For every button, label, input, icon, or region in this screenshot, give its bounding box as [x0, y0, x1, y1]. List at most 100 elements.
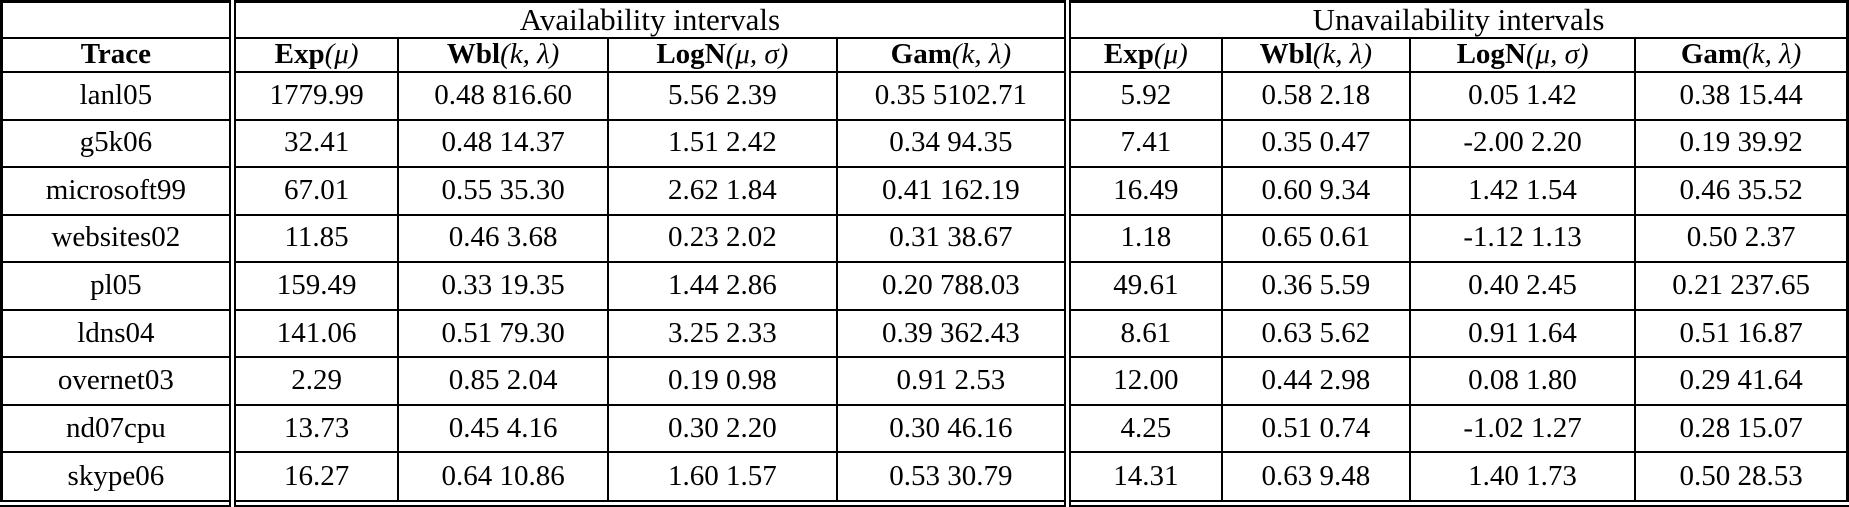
corner-cell — [0, 0, 234, 40]
value-cell: 1.40 1.73 — [1408, 451, 1637, 505]
value-cell: 0.46 3.68 — [397, 213, 609, 264]
value-cell: 0.45 4.16 — [397, 403, 609, 454]
value-cell: 0.20 788.03 — [835, 261, 1069, 311]
trace-cell: lanl05 — [0, 70, 234, 121]
column-header-exp-availability: Exp(μ) — [228, 37, 400, 73]
value-cell: -1.12 1.13 — [1408, 213, 1637, 264]
value-cell: 0.19 0.98 — [606, 356, 838, 406]
value-cell: 0.30 46.16 — [835, 403, 1069, 454]
value-cell: 0.60 9.34 — [1220, 166, 1411, 216]
dist-name: Wbl — [1259, 38, 1313, 71]
dist-args: (μ, σ) — [1525, 38, 1589, 71]
value-cell: 0.85 2.04 — [397, 356, 609, 406]
column-header-logn-unavailability: LogN(μ, σ) — [1408, 37, 1637, 73]
value-cell: -1.02 1.27 — [1408, 403, 1637, 454]
value-cell: 1779.99 — [228, 70, 400, 121]
value-cell: 14.31 — [1064, 451, 1223, 505]
value-cell: 3.25 2.33 — [606, 308, 838, 359]
trace-cell: overnet03 — [0, 356, 234, 406]
value-cell: 0.50 2.37 — [1634, 213, 1849, 264]
value-cell: 0.48 14.37 — [397, 118, 609, 169]
value-cell: 0.34 94.35 — [835, 118, 1069, 169]
value-cell: 5.92 — [1064, 70, 1223, 121]
value-cell: 0.48 816.60 — [397, 70, 609, 121]
trace-cell: ldns04 — [0, 308, 234, 359]
dist-args: (μ, σ) — [725, 38, 789, 71]
table-row: lanl05 1779.99 0.48 816.60 5.56 2.39 0.35 51… — [0, 70, 1849, 121]
table-row: overnet03 2.29 0.85 2.04 0.19 0.98 0.91 2.53… — [0, 356, 1849, 406]
value-cell: 0.58 2.18 — [1220, 70, 1411, 121]
value-cell: 12.00 — [1064, 356, 1223, 406]
value-cell: 0.35 5102.71 — [835, 70, 1069, 121]
value-cell: 0.51 0.74 — [1220, 403, 1411, 454]
column-header-logn-availability: LogN(μ, σ) — [606, 37, 838, 73]
table-row: g5k06 32.41 0.48 14.37 1.51 2.42 0.34 94.35 7… — [0, 118, 1849, 169]
value-cell: 11.85 — [228, 213, 400, 264]
dist-name: LogN — [1456, 38, 1526, 71]
column-header-wbl-availability: Wbl(k, λ) — [397, 37, 609, 73]
value-cell: 0.05 1.42 — [1408, 70, 1637, 121]
value-cell: 4.25 — [1064, 403, 1223, 454]
value-cell: 0.21 237.65 — [1634, 261, 1849, 311]
value-cell: -2.00 2.20 — [1408, 118, 1637, 169]
value-cell: 0.19 39.92 — [1634, 118, 1849, 169]
value-cell: 0.40 2.45 — [1408, 261, 1637, 311]
dist-name: Exp — [274, 38, 325, 71]
value-cell: 0.41 162.19 — [835, 166, 1069, 216]
column-header-gam-unavailability: Gam(k, λ) — [1634, 37, 1849, 73]
value-cell: 2.29 — [228, 356, 400, 406]
value-cell: 1.42 1.54 — [1408, 166, 1637, 216]
value-cell: 0.23 2.02 — [606, 213, 838, 264]
value-cell: 0.39 362.43 — [835, 308, 1069, 359]
value-cell: 0.30 2.20 — [606, 403, 838, 454]
group-header-row: Availability intervals Unavailability in… — [0, 0, 1849, 40]
value-cell: 1.44 2.86 — [606, 261, 838, 311]
group-header-unavailability: Unavailability intervals — [1064, 0, 1849, 40]
value-cell: 0.55 35.30 — [397, 166, 609, 216]
dist-args: (k, λ) — [1312, 38, 1373, 71]
value-cell: 0.08 1.80 — [1408, 356, 1637, 406]
trace-cell: nd07cpu — [0, 403, 234, 454]
value-cell: 0.28 15.07 — [1634, 403, 1849, 454]
value-cell: 0.44 2.98 — [1220, 356, 1411, 406]
value-cell: 0.53 30.79 — [835, 451, 1069, 505]
value-cell: 0.36 5.59 — [1220, 261, 1411, 311]
value-cell: 13.73 — [228, 403, 400, 454]
trace-cell: microsoft99 — [0, 166, 234, 216]
value-cell: 0.63 9.48 — [1220, 451, 1411, 505]
dist-args: (μ) — [1153, 38, 1188, 71]
dist-name: Wbl — [446, 38, 501, 71]
dist-name: LogN — [656, 38, 726, 71]
table-row: nd07cpu 13.73 0.45 4.16 0.30 2.20 0.30 46.16… — [0, 403, 1849, 454]
value-cell: 141.06 — [228, 308, 400, 359]
column-header-gam-availability: Gam(k, λ) — [835, 37, 1069, 73]
value-cell: 0.91 1.64 — [1408, 308, 1637, 359]
value-cell: 1.51 2.42 — [606, 118, 838, 169]
dist-args: (k, λ) — [500, 38, 560, 71]
value-cell: 0.29 41.64 — [1634, 356, 1849, 406]
value-cell: 32.41 — [228, 118, 400, 169]
value-cell: 49.61 — [1064, 261, 1223, 311]
table-row: websites02 11.85 0.46 3.68 0.23 2.02 0.31 38… — [0, 213, 1849, 264]
dist-args: (μ) — [324, 38, 359, 71]
value-cell: 0.64 10.86 — [397, 451, 609, 505]
value-cell: 7.41 — [1064, 118, 1223, 169]
column-header-wbl-unavailability: Wbl(k, λ) — [1220, 37, 1411, 73]
value-cell: 0.51 16.87 — [1634, 308, 1849, 359]
trace-cell: skype06 — [0, 451, 234, 505]
dist-name: Gam — [1680, 38, 1743, 71]
value-cell: 16.49 — [1064, 166, 1223, 216]
table-row: pl05 159.49 0.33 19.35 1.44 2.86 0.20 788.03… — [0, 261, 1849, 311]
value-cell: 67.01 — [228, 166, 400, 216]
table-body: lanl05 1779.99 0.48 816.60 5.56 2.39 0.35 51… — [0, 70, 1849, 505]
dist-name: Exp — [1103, 38, 1154, 71]
dist-args: (k, λ) — [951, 38, 1012, 71]
value-cell: 0.33 19.35 — [397, 261, 609, 311]
value-cell: 0.38 15.44 — [1634, 70, 1849, 121]
value-cell: 0.31 38.67 — [835, 213, 1069, 264]
trace-cell: websites02 — [0, 213, 234, 264]
value-cell: 5.56 2.39 — [606, 70, 838, 121]
column-header-exp-unavailability: Exp(μ) — [1064, 37, 1223, 73]
